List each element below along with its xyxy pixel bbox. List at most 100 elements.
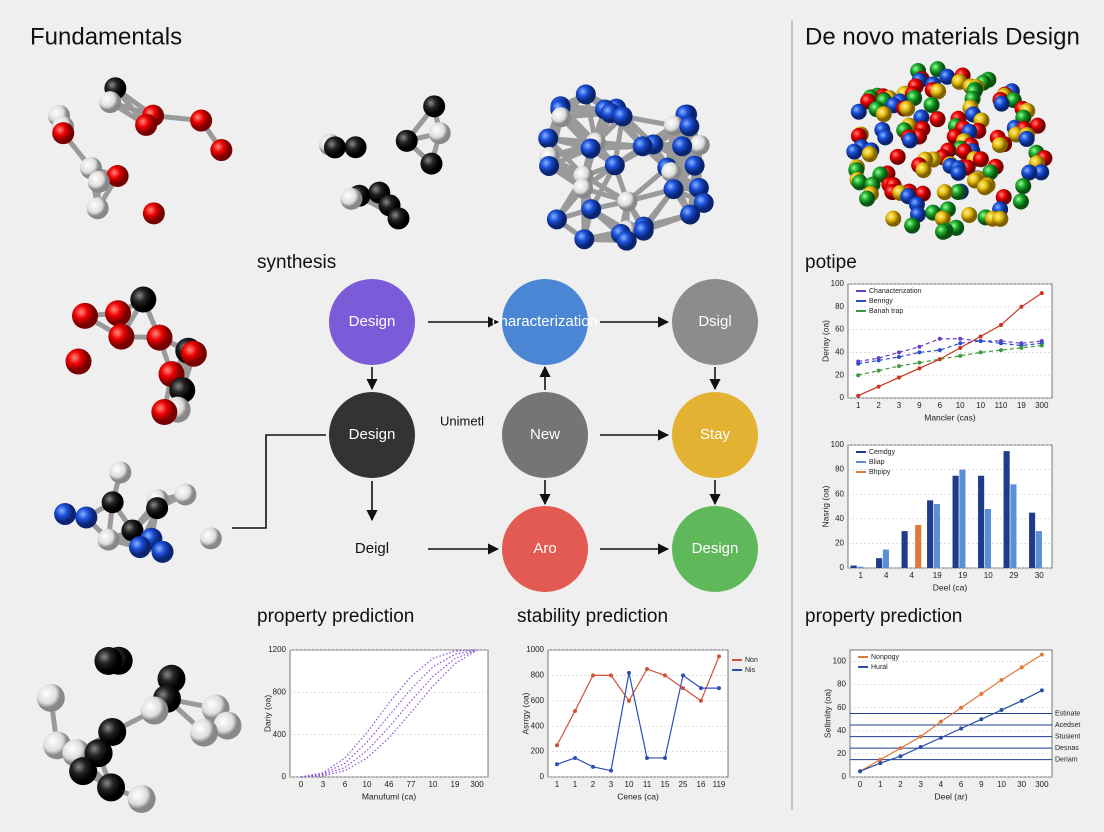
point: [876, 384, 881, 389]
section-title: stability prediction: [517, 606, 668, 627]
point: [958, 341, 963, 346]
atom: [213, 711, 242, 740]
x-tick-label: 1: [856, 401, 861, 410]
atom: [538, 128, 559, 149]
atom: [128, 536, 151, 559]
flow-node: [672, 506, 758, 592]
y-axis-label: Dariy (oa): [262, 695, 272, 732]
atom: [1021, 164, 1038, 181]
atom: [180, 340, 207, 367]
bar: [927, 500, 934, 568]
atom: [101, 491, 124, 514]
point: [897, 364, 901, 369]
atom: [387, 207, 410, 230]
reference-label: Desnas: [1055, 745, 1079, 752]
point: [555, 762, 559, 767]
point: [856, 361, 861, 366]
y-tick-label: 800: [273, 687, 287, 696]
point: [1019, 665, 1024, 670]
point: [959, 705, 964, 710]
atom: [140, 696, 169, 725]
reference-label: Estinate: [1055, 710, 1080, 717]
flow-node-label: characterization: [492, 313, 598, 330]
plot-area: [847, 444, 1053, 569]
atom: [54, 503, 77, 526]
x-tick-label: 300: [1035, 401, 1049, 410]
x-tick-label: 300: [470, 780, 484, 789]
point: [876, 358, 881, 363]
point: [1019, 698, 1024, 703]
point: [979, 717, 984, 722]
atom: [174, 483, 197, 506]
x-tick-label: 15: [661, 780, 670, 789]
point: [1019, 304, 1024, 309]
x-tick-label: 25: [679, 780, 688, 789]
atom: [146, 324, 173, 351]
flow-node: [502, 506, 588, 592]
y-tick-label: 60: [837, 703, 846, 712]
connector: [232, 434, 326, 529]
section-title: property prediction: [805, 606, 962, 627]
line: [556, 672, 719, 772]
point: [699, 698, 703, 703]
x-tick-label: 10: [984, 571, 993, 580]
atom: [340, 187, 363, 210]
y-tick-label: 80: [835, 302, 844, 311]
x-tick-label: 6: [343, 780, 348, 789]
reference-label: Stusient: [1055, 733, 1080, 740]
atom: [121, 519, 144, 542]
bar: [984, 508, 991, 568]
atom: [961, 206, 978, 223]
point: [627, 698, 631, 703]
atom: [127, 784, 156, 813]
flow-node-label: Design: [349, 426, 396, 443]
y-tick-label: 40: [837, 726, 846, 735]
atom: [574, 229, 595, 250]
atom: [915, 162, 932, 179]
line: [859, 654, 1043, 772]
bar: [882, 549, 889, 568]
x-tick-label: 110: [995, 401, 1008, 410]
flow-node-label: New: [530, 426, 560, 443]
atom: [69, 757, 98, 786]
atom: [395, 129, 418, 152]
point: [917, 344, 922, 349]
x-tick-label: 10: [625, 780, 634, 789]
atom: [934, 210, 951, 227]
line: [556, 656, 720, 746]
x-tick-label: 30: [1035, 571, 1044, 580]
x-tick-label: 3: [321, 780, 326, 789]
flow-node: [329, 392, 415, 478]
atom: [87, 170, 110, 193]
y-tick-label: 100: [831, 440, 845, 449]
atom: [189, 718, 218, 747]
point: [663, 755, 667, 760]
point: [1019, 345, 1024, 350]
point: [681, 686, 685, 691]
point: [627, 670, 631, 675]
atom: [97, 528, 120, 551]
section-title: synthesis: [257, 252, 336, 273]
point: [699, 686, 703, 691]
atom: [680, 204, 701, 225]
point: [573, 708, 577, 713]
x-axis-label: Cenes (ca): [617, 791, 659, 801]
x-tick-label: 29: [1009, 571, 1018, 580]
atom: [617, 191, 638, 212]
plot-area: [847, 283, 1053, 399]
flow-node: [329, 279, 415, 365]
x-tick-label: 0: [299, 780, 304, 789]
x-tick-label: 9: [917, 401, 922, 410]
x-tick-label: 19: [1017, 401, 1026, 410]
point: [858, 769, 863, 774]
point: [978, 350, 983, 355]
flow-node-label: Aro: [533, 540, 556, 557]
flow-node-label: Stay: [700, 426, 731, 443]
point: [663, 673, 667, 678]
bar: [933, 504, 940, 568]
atom: [146, 497, 169, 520]
x-tick-label: 2: [898, 780, 903, 789]
atom: [52, 122, 75, 145]
bar: [915, 524, 922, 568]
edge-label: Unimetl: [440, 413, 484, 428]
